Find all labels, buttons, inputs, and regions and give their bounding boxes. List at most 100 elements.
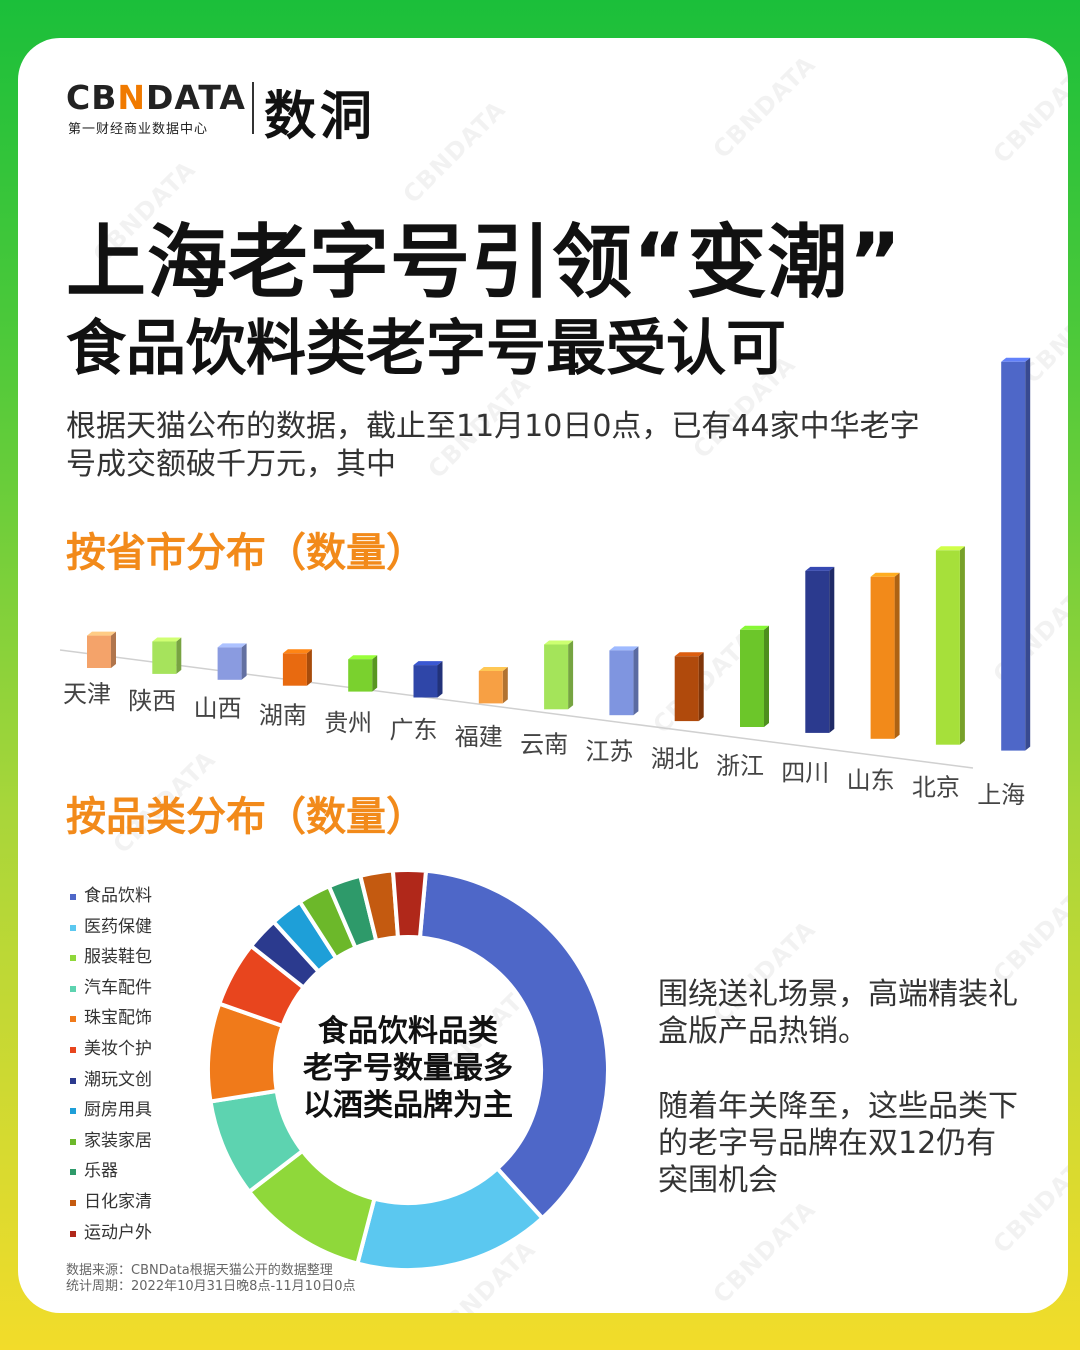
bar-front [674, 656, 699, 722]
bar-top [282, 649, 312, 654]
donut-center-line-1: 食品饮料品类 [318, 1014, 498, 1049]
page-subtitle: 食品饮料类老字号最受认可 [66, 314, 786, 384]
province-tick-label: 北京 [912, 774, 960, 802]
bar-top [217, 643, 247, 648]
bar-front [348, 659, 373, 692]
province-bar [740, 625, 769, 727]
legend-label: 家装家居 [84, 1130, 152, 1151]
bar-front [478, 671, 503, 704]
bar-top [674, 652, 704, 657]
province-tick-label: 湖南 [259, 702, 307, 730]
province-tick-label: 云南 [520, 730, 568, 758]
bar-top [87, 631, 116, 636]
legend-label: 汽车配件 [84, 977, 152, 998]
bar-front [740, 629, 764, 727]
province-bar [870, 572, 900, 739]
bar-top [740, 625, 769, 630]
category-section-title: 按品类分布（数量） [66, 794, 426, 840]
logo-subtitle: 第一财经商业数据中心 [68, 122, 209, 137]
legend-label: 厨房用具 [84, 1100, 152, 1121]
legend-swatch [70, 1077, 76, 1084]
province-tick-label: 山东 [847, 766, 895, 794]
bar-front [609, 650, 634, 716]
bar-top [870, 572, 900, 577]
province-section-title: 按省市分布（数量） [66, 530, 426, 576]
bar-front [1001, 361, 1026, 751]
donut-center-text: 食品饮料品类 老字号数量最多 以酒类品牌为主 [280, 1013, 536, 1124]
legend-label: 服装鞋包 [84, 947, 152, 968]
bar-top [609, 646, 639, 651]
intro-text: 根据天猫公布的数据，截止至11月10日0点，已有44家中华老字号成交额破千万元，… [66, 409, 920, 482]
legend-item: 厨房用具 [70, 1095, 152, 1126]
cbndata-logo: CBNDATA [66, 78, 246, 117]
province-bar [282, 649, 312, 686]
province-bar [478, 667, 508, 704]
bar-front [217, 647, 242, 680]
province-tick-label: 天津 [63, 680, 111, 708]
legend-swatch [70, 1016, 76, 1023]
bar-front [544, 644, 569, 710]
bar-top [805, 566, 835, 571]
province-bar [674, 652, 704, 722]
bar-front [282, 653, 307, 686]
donut-slice [417, 868, 610, 1221]
province-bar [805, 566, 835, 733]
province-tick-label: 浙江 [716, 752, 764, 780]
legend-item: 潮玩文创 [70, 1065, 152, 1096]
donut-slice [390, 868, 429, 940]
bar-top [1001, 357, 1031, 362]
double12-note: 随着年关降至，这些品类下的老字号品牌在双12仍有突围机会 [658, 1089, 1018, 1198]
donut-center-line-2: 老字号数量最多 [303, 1051, 513, 1086]
legend-swatch [70, 1169, 76, 1176]
infographic-card: CBNDATA CBNDATA CBNDATA CBNDATA CBNDATA CBNDA… [18, 38, 1068, 1313]
province-tick-label: 山西 [194, 694, 242, 722]
watermark-text: CBNDATA [987, 875, 1068, 989]
legend-swatch [70, 894, 76, 900]
province-tick-label: 上海 [977, 781, 1025, 809]
legend-label: 乐器 [84, 1161, 118, 1182]
watermark-text: CBNDATA [707, 1195, 822, 1309]
legend-label: 医药保健 [84, 916, 152, 937]
bar-side [437, 661, 443, 698]
legend-swatch [70, 985, 76, 992]
bar-front [87, 635, 111, 668]
logo-text-cb: CB [66, 78, 118, 117]
legend-swatch [70, 1046, 76, 1053]
source-line-1: 数据来源：CBNData根据天猫公开的数据整理 [66, 1263, 333, 1278]
data-source: 数据来源：CBNData根据天猫公开的数据整理 统计周期：2022年10月31日… [66, 1263, 356, 1295]
bar-side [502, 667, 508, 704]
province-bar [87, 631, 116, 668]
province-bar [935, 546, 965, 745]
logo-text-data: DATA [146, 78, 246, 117]
legend-swatch [70, 1230, 76, 1237]
category-legend: 食品饮料 医药保健 服装鞋包 汽车配件 珠宝配饰 美妆个护 潮玩文创 厨房用具 家装家居 乐器 日化… [70, 881, 152, 1248]
legend-item: 日化家清 [70, 1187, 152, 1218]
donut-center-line-3: 以酒类品牌为主 [303, 1088, 513, 1123]
legend-swatch [70, 1138, 76, 1145]
chart-baseline [59, 649, 974, 769]
province-tick-label: 陕西 [128, 687, 176, 715]
province-bar [544, 640, 574, 710]
legend-label: 日化家清 [84, 1191, 152, 1212]
legend-swatch [70, 1199, 76, 1206]
logo-divider [252, 82, 254, 134]
source-line-2: 统计周期：2022年10月31日晚8点-11月10日0点 [66, 1279, 356, 1294]
province-bar [1001, 357, 1031, 751]
bar-top [935, 546, 965, 551]
bar-side [764, 625, 769, 727]
bar-side [306, 649, 312, 686]
province-bar [348, 655, 378, 692]
province-tick-label: 广东 [390, 716, 438, 744]
bar-top [413, 661, 443, 666]
bar-side [241, 643, 247, 680]
province-tick-label: 贵州 [324, 709, 372, 737]
legend-item: 汽车配件 [70, 973, 152, 1004]
bar-side [698, 652, 704, 722]
legend-swatch [70, 955, 76, 962]
province-bar [217, 643, 247, 680]
province-tick-label: 湖北 [651, 745, 699, 773]
province-bar-chart: 天津 陕西 山西 湖南 贵州 广东 福建 云南 江苏 湖北 浙江 四川 山东 北京 上海 [59, 357, 1031, 809]
legend-item: 医药保健 [70, 912, 152, 943]
bar-top [348, 655, 378, 660]
bar-side [959, 546, 965, 745]
